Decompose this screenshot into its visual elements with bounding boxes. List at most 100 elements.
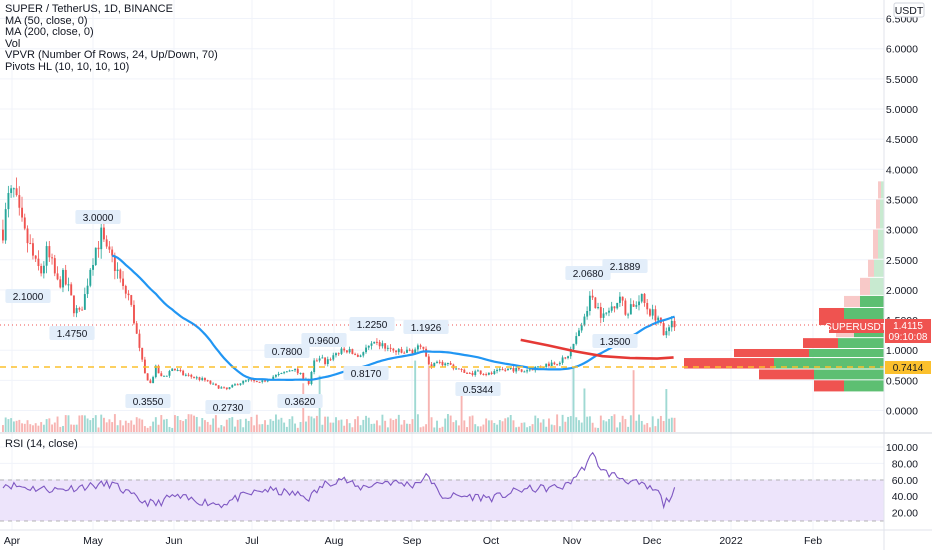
volume-bar bbox=[539, 422, 542, 432]
candle-body bbox=[572, 343, 575, 350]
volume-bar bbox=[176, 416, 179, 432]
candle-body bbox=[351, 349, 354, 354]
volume-bar bbox=[501, 421, 504, 432]
candle-body bbox=[247, 379, 250, 381]
volume-bar bbox=[670, 417, 673, 432]
rsi-tick-label: 80.00 bbox=[892, 458, 918, 470]
legend-ma200[interactable]: MA (200, close, 0) bbox=[5, 26, 94, 39]
candle-body bbox=[583, 316, 586, 326]
candle-body bbox=[280, 373, 283, 375]
candle-body bbox=[228, 387, 231, 390]
volume-bar bbox=[269, 419, 272, 432]
rsi-line bbox=[2, 451, 676, 510]
price-tick-label: 1.0000 bbox=[886, 345, 918, 357]
candle-body bbox=[212, 383, 215, 385]
grid-lines bbox=[0, 0, 884, 530]
candle-body bbox=[496, 369, 499, 372]
volume-bar bbox=[537, 418, 539, 432]
volume-bar bbox=[654, 426, 657, 432]
legend-ma50[interactable]: MA (50, close, 0) bbox=[5, 14, 88, 27]
volume-bar bbox=[225, 419, 228, 432]
candle-body bbox=[244, 380, 247, 382]
candle-body bbox=[507, 368, 509, 371]
volume-bar bbox=[496, 424, 499, 432]
volume-bar bbox=[32, 425, 34, 432]
volume-bar bbox=[285, 426, 288, 432]
volume-bar bbox=[127, 422, 130, 432]
volume-bar bbox=[397, 414, 400, 432]
volume-bar bbox=[34, 423, 37, 432]
candle-body bbox=[94, 247, 97, 265]
rsi-axis[interactable]: 100.00 80.00 60.00 40.00 20.00 bbox=[886, 442, 918, 520]
vpvr-up-bar bbox=[874, 259, 884, 277]
pivot-label: 1.1926 bbox=[411, 323, 442, 334]
candle-body bbox=[294, 368, 297, 371]
volume-bar bbox=[531, 424, 534, 432]
volume-bar bbox=[48, 418, 51, 432]
rsi-legend[interactable]: RSI (14, close) bbox=[5, 438, 78, 450]
candle-body bbox=[310, 372, 313, 385]
time-tick-label: May bbox=[83, 535, 104, 547]
candle-body bbox=[130, 295, 133, 305]
legend-vol[interactable]: Vol bbox=[5, 37, 21, 50]
volume-bar bbox=[313, 418, 316, 432]
candle-body bbox=[64, 269, 67, 285]
candle-body bbox=[53, 258, 56, 274]
volume-bar bbox=[419, 427, 422, 432]
candle-body bbox=[367, 345, 370, 348]
candle-body bbox=[176, 370, 179, 371]
candle-body bbox=[122, 278, 125, 286]
candle-body bbox=[81, 309, 84, 311]
legend-vpvr[interactable]: VPVR (Number Of Rows, 24, Up/Down, 70) bbox=[5, 49, 218, 62]
legend-title[interactable]: SUPER / TetherUS, 1D, BINANCE bbox=[5, 3, 173, 15]
volume-bar bbox=[452, 422, 455, 432]
volume-bar bbox=[558, 426, 561, 432]
candle-body bbox=[2, 229, 4, 241]
volume-bar bbox=[332, 422, 335, 432]
candle-body bbox=[384, 343, 387, 349]
currency-label-box[interactable]: USDT bbox=[893, 2, 925, 18]
volume-bar bbox=[42, 424, 45, 432]
candle-body bbox=[359, 355, 362, 357]
pivot-label-box bbox=[205, 400, 251, 414]
volume-bar bbox=[242, 427, 245, 432]
volume-bar bbox=[395, 418, 398, 432]
vpvr-down-bar bbox=[759, 369, 814, 380]
volume-bar bbox=[182, 421, 185, 432]
candle-body bbox=[594, 297, 597, 309]
volume-bar bbox=[567, 416, 570, 432]
candle-body bbox=[193, 376, 195, 378]
candle-body bbox=[171, 368, 174, 372]
time-axis[interactable]: Apr May Jun Jul Aug Sep Oct Nov Dec 2022 Feb bbox=[4, 535, 822, 547]
volume-bar bbox=[425, 424, 428, 432]
price-axis[interactable]: 6.50006.00005.50005.00004.50004.00003.50… bbox=[886, 14, 918, 418]
volume-bar bbox=[466, 427, 468, 432]
volume-bar bbox=[616, 427, 619, 432]
volume-bar bbox=[575, 417, 578, 432]
candle-body bbox=[146, 373, 149, 381]
candle-body bbox=[209, 380, 212, 384]
pivot-label-box bbox=[403, 320, 449, 334]
volume-bar bbox=[244, 418, 247, 432]
candle-body bbox=[408, 349, 411, 351]
candle-body bbox=[326, 359, 329, 365]
volume-bar bbox=[526, 427, 529, 432]
candle-body bbox=[152, 377, 155, 384]
legend-pivots[interactable]: Pivots HL (10, 10, 10, 10) bbox=[5, 60, 130, 73]
volume-bar bbox=[646, 423, 649, 432]
volume-bar bbox=[337, 420, 340, 432]
volume-bar bbox=[340, 419, 343, 432]
candle-body bbox=[665, 331, 668, 336]
candle-body bbox=[250, 379, 253, 381]
volume-bar bbox=[321, 424, 324, 432]
volume-bar bbox=[583, 388, 586, 432]
candle-body bbox=[515, 368, 518, 372]
candle-body bbox=[354, 353, 357, 355]
volume-bar bbox=[553, 425, 556, 432]
candle-body bbox=[48, 246, 51, 258]
volume-bar bbox=[673, 417, 676, 432]
volume-bar bbox=[463, 420, 466, 432]
vpvr-down-bar bbox=[873, 229, 878, 259]
candle-body bbox=[168, 371, 171, 376]
